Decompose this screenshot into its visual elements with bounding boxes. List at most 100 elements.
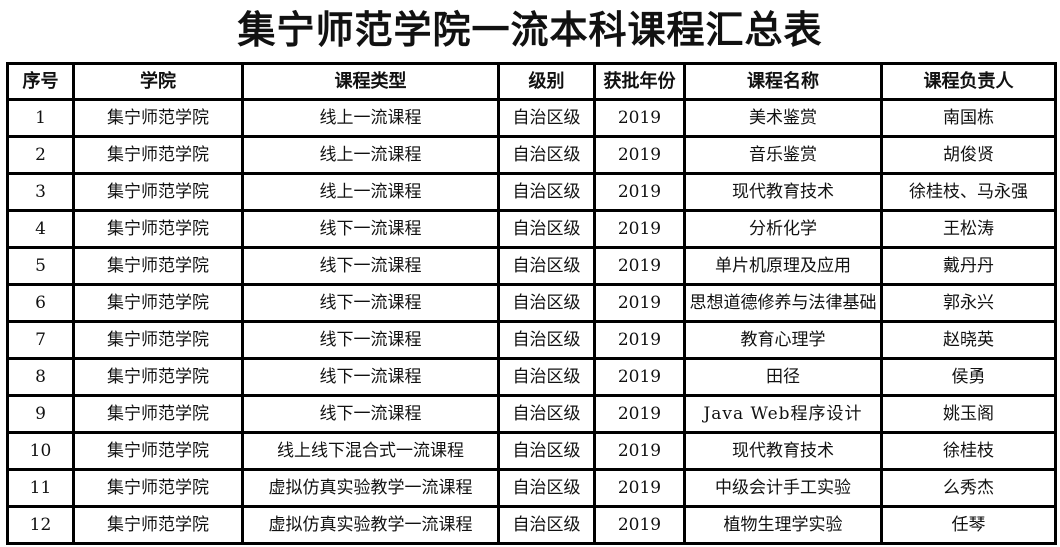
cell-year: 2019 bbox=[593, 98, 686, 138]
cell-course-type: 线下一流课程 bbox=[241, 394, 500, 434]
cell-level: 自治区级 bbox=[497, 468, 596, 508]
cell-index: 4 bbox=[6, 209, 75, 249]
cell-course-name: Java Web程序设计 bbox=[683, 394, 883, 434]
cell-course-type: 线上线下混合式一流课程 bbox=[241, 431, 500, 471]
table-row: 12 集宁师范学院 虚拟仿真实验教学一流课程 自治区级 2019 植物生理学实验 任琴 bbox=[6, 505, 1057, 545]
cell-course-name: 美术鉴赏 bbox=[683, 98, 883, 138]
cell-level: 自治区级 bbox=[497, 246, 596, 286]
cell-instructor: 王松涛 bbox=[880, 209, 1057, 249]
header-level: 级别 bbox=[497, 62, 596, 101]
header-index: 序号 bbox=[6, 62, 75, 101]
table-row: 9 集宁师范学院 线下一流课程 自治区级 2019 Java Web程序设计 姚玉阁 bbox=[6, 394, 1057, 434]
cell-index: 10 bbox=[6, 431, 75, 471]
header-course-name: 课程名称 bbox=[683, 62, 883, 101]
cell-year: 2019 bbox=[593, 357, 686, 397]
header-course-type: 课程类型 bbox=[241, 62, 500, 101]
cell-level: 自治区级 bbox=[497, 283, 596, 323]
cell-course-type: 虚拟仿真实验教学一流课程 bbox=[241, 505, 500, 545]
cell-index: 8 bbox=[6, 357, 75, 397]
cell-instructor: 郭永兴 bbox=[880, 283, 1057, 323]
cell-index: 11 bbox=[6, 468, 75, 508]
cell-instructor: 胡俊贤 bbox=[880, 135, 1057, 175]
cell-index: 6 bbox=[6, 283, 75, 323]
table-row: 6 集宁师范学院 线下一流课程 自治区级 2019 思想道德修养与法律基础 郭永兴 bbox=[6, 283, 1057, 323]
cell-course-name: 植物生理学实验 bbox=[683, 505, 883, 545]
cell-college: 集宁师范学院 bbox=[72, 209, 244, 249]
cell-instructor: 侯勇 bbox=[880, 357, 1057, 397]
table-row: 10 集宁师范学院 线上线下混合式一流课程 自治区级 2019 现代教育技术 徐桂枝 bbox=[6, 431, 1057, 471]
cell-year: 2019 bbox=[593, 283, 686, 323]
table-row: 5 集宁师范学院 线下一流课程 自治区级 2019 单片机原理及应用 戴丹丹 bbox=[6, 246, 1057, 286]
cell-instructor: 徐桂枝、马永强 bbox=[880, 172, 1057, 212]
cell-index: 1 bbox=[6, 98, 75, 138]
cell-course-type: 线下一流课程 bbox=[241, 246, 500, 286]
cell-level: 自治区级 bbox=[497, 172, 596, 212]
cell-course-name: 教育心理学 bbox=[683, 320, 883, 360]
cell-instructor: 南国栋 bbox=[880, 98, 1057, 138]
cell-course-name: 现代教育技术 bbox=[683, 431, 883, 471]
cell-year: 2019 bbox=[593, 172, 686, 212]
cell-college: 集宁师范学院 bbox=[72, 357, 244, 397]
cell-level: 自治区级 bbox=[497, 98, 596, 138]
table-row: 1 集宁师范学院 线上一流课程 自治区级 2019 美术鉴赏 南国栋 bbox=[6, 98, 1057, 138]
cell-college: 集宁师范学院 bbox=[72, 98, 244, 138]
cell-instructor: 徐桂枝 bbox=[880, 431, 1057, 471]
cell-course-type: 线上一流课程 bbox=[241, 172, 500, 212]
header-instructor: 课程负责人 bbox=[880, 62, 1057, 101]
cell-course-name: 单片机原理及应用 bbox=[683, 246, 883, 286]
cell-college: 集宁师范学院 bbox=[72, 283, 244, 323]
cell-course-name: 田径 bbox=[683, 357, 883, 397]
cell-course-type: 线上一流课程 bbox=[241, 98, 500, 138]
cell-course-name: 音乐鉴赏 bbox=[683, 135, 883, 175]
cell-level: 自治区级 bbox=[497, 209, 596, 249]
cell-year: 2019 bbox=[593, 505, 686, 545]
cell-instructor: 任琴 bbox=[880, 505, 1057, 545]
cell-college: 集宁师范学院 bbox=[72, 468, 244, 508]
table-row: 7 集宁师范学院 线下一流课程 自治区级 2019 教育心理学 赵晓英 bbox=[6, 320, 1057, 360]
cell-year: 2019 bbox=[593, 209, 686, 249]
cell-instructor: 姚玉阁 bbox=[880, 394, 1057, 434]
cell-year: 2019 bbox=[593, 468, 686, 508]
cell-college: 集宁师范学院 bbox=[72, 135, 244, 175]
course-table: 序号 学院 课程类型 级别 获批年份 课程名称 课程负责人 1 集宁师范学院 线上一流课程 自治区… bbox=[6, 62, 1057, 545]
cell-course-type: 线下一流课程 bbox=[241, 283, 500, 323]
cell-college: 集宁师范学院 bbox=[72, 320, 244, 360]
cell-year: 2019 bbox=[593, 394, 686, 434]
cell-course-name: 思想道德修养与法律基础 bbox=[683, 283, 883, 323]
table-row: 3 集宁师范学院 线上一流课程 自治区级 2019 现代教育技术 徐桂枝、马永强 bbox=[6, 172, 1057, 212]
cell-index: 12 bbox=[6, 505, 75, 545]
table-row: 4 集宁师范学院 线下一流课程 自治区级 2019 分析化学 王松涛 bbox=[6, 209, 1057, 249]
cell-college: 集宁师范学院 bbox=[72, 172, 244, 212]
cell-college: 集宁师范学院 bbox=[72, 246, 244, 286]
cell-year: 2019 bbox=[593, 135, 686, 175]
cell-index: 9 bbox=[6, 394, 75, 434]
header-college: 学院 bbox=[72, 62, 244, 101]
cell-year: 2019 bbox=[593, 246, 686, 286]
cell-course-type: 线下一流课程 bbox=[241, 320, 500, 360]
table-row: 8 集宁师范学院 线下一流课程 自治区级 2019 田径 侯勇 bbox=[6, 357, 1057, 397]
cell-instructor: 赵晓英 bbox=[880, 320, 1057, 360]
cell-level: 自治区级 bbox=[497, 394, 596, 434]
cell-course-type: 线下一流课程 bbox=[241, 357, 500, 397]
table-header-row: 序号 学院 课程类型 级别 获批年份 课程名称 课程负责人 bbox=[6, 62, 1057, 101]
header-year: 获批年份 bbox=[593, 62, 686, 101]
cell-level: 自治区级 bbox=[497, 431, 596, 471]
cell-course-type: 线下一流课程 bbox=[241, 209, 500, 249]
cell-course-name: 现代教育技术 bbox=[683, 172, 883, 212]
cell-college: 集宁师范学院 bbox=[72, 394, 244, 434]
cell-college: 集宁师范学院 bbox=[72, 431, 244, 471]
cell-level: 自治区级 bbox=[497, 320, 596, 360]
cell-index: 5 bbox=[6, 246, 75, 286]
cell-instructor: 戴丹丹 bbox=[880, 246, 1057, 286]
cell-level: 自治区级 bbox=[497, 135, 596, 175]
table-row: 11 集宁师范学院 虚拟仿真实验教学一流课程 自治区级 2019 中级会计手工实验 么秀杰 bbox=[6, 468, 1057, 508]
cell-level: 自治区级 bbox=[497, 357, 596, 397]
table-row: 2 集宁师范学院 线上一流课程 自治区级 2019 音乐鉴赏 胡俊贤 bbox=[6, 135, 1057, 175]
cell-college: 集宁师范学院 bbox=[72, 505, 244, 545]
cell-index: 7 bbox=[6, 320, 75, 360]
cell-course-name: 分析化学 bbox=[683, 209, 883, 249]
cell-year: 2019 bbox=[593, 431, 686, 471]
cell-course-type: 虚拟仿真实验教学一流课程 bbox=[241, 468, 500, 508]
cell-course-name: 中级会计手工实验 bbox=[683, 468, 883, 508]
cell-year: 2019 bbox=[593, 320, 686, 360]
